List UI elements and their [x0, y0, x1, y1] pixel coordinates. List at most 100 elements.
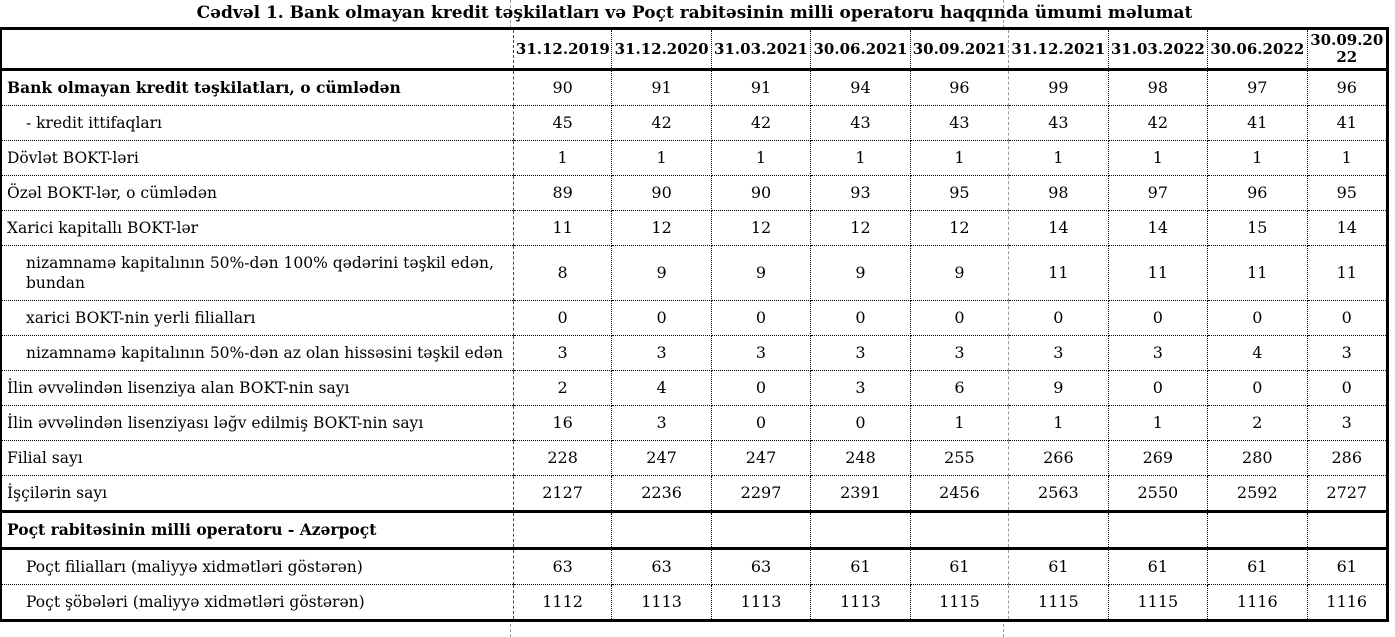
value-cell: 42: [1108, 105, 1209, 141]
value-cell: 97: [1207, 69, 1308, 106]
data-table: 31.12.2019 31.12.2020 31.03.2021 30.06.2021…: [0, 27, 1389, 622]
value-cell: 9: [810, 245, 911, 301]
value-cell: 63: [711, 548, 812, 585]
value-cell: 96: [1307, 69, 1389, 106]
value-cell: 8: [513, 245, 613, 301]
value-cell: 0: [810, 405, 911, 441]
value-cell: 280: [1207, 440, 1308, 476]
value-cell: 1115: [1108, 584, 1209, 621]
value-cell: 11: [1008, 245, 1109, 301]
value-cell: 0: [611, 300, 712, 336]
row-label: Poçt filialları (maliyyə xidmətləri göst…: [1, 548, 514, 585]
value-cell: 2391: [810, 475, 911, 512]
value-cell: 63: [611, 548, 712, 585]
value-cell: 1: [513, 140, 613, 176]
value-cell: 1115: [1008, 584, 1109, 621]
value-cell: 1112: [513, 584, 613, 621]
value-cell: 0: [1307, 370, 1389, 406]
value-cell: 1: [910, 140, 1010, 176]
value-cell: 0: [1108, 300, 1209, 336]
value-cell: 91: [611, 69, 712, 106]
row-label: nizamnamə kapitalının 50%-dən 100% qədər…: [1, 245, 514, 301]
row-label: - kredit ittifaqları: [1, 105, 514, 141]
value-cell: 6: [910, 370, 1010, 406]
value-cell: 3: [611, 335, 712, 371]
table-row: Bank olmayan kredit təşkilatları, o cüml…: [1, 69, 1389, 106]
value-cell: 1: [1008, 140, 1109, 176]
value-cell: 61: [910, 548, 1010, 585]
value-cell: 1: [611, 140, 712, 176]
value-cell: 11: [1307, 245, 1389, 301]
value-cell: 2297: [711, 475, 812, 512]
value-cell: 12: [810, 210, 911, 246]
value-cell: 0: [1307, 300, 1389, 336]
value-cell: 90: [513, 69, 613, 106]
table-row: nizamnamə kapitalının 50%-dən az olan hi…: [1, 335, 1389, 371]
value-cell: 2727: [1307, 475, 1389, 512]
value-cell: 248: [810, 440, 911, 476]
value-cell: 90: [711, 175, 812, 211]
value-cell: 3: [1307, 335, 1389, 371]
column-header: 31.12.2021: [1008, 28, 1109, 71]
value-cell: 266: [1008, 440, 1109, 476]
value-cell: 1: [1307, 140, 1389, 176]
table-row: Poçt filialları (maliyyə xidmətləri göst…: [1, 548, 1389, 585]
value-cell: 0: [513, 300, 613, 336]
value-cell: 43: [910, 105, 1010, 141]
value-cell: 61: [1108, 548, 1209, 585]
value-cell: 1: [1008, 405, 1109, 441]
value-cell: 1: [910, 405, 1010, 441]
table-row: Özəl BOKT-lər, o cümlədən 89 90 90 93 95 98 97 9…: [1, 175, 1389, 211]
value-cell: 16: [513, 405, 613, 441]
value-cell: 42: [611, 105, 712, 141]
value-cell: 228: [513, 440, 613, 476]
value-cell: [513, 510, 613, 550]
table-row: Poçt şöbələri (maliyyə xidmətləri göstər…: [1, 584, 1389, 621]
value-cell: 2456: [910, 475, 1010, 512]
value-cell: 3: [1008, 335, 1109, 371]
value-cell: 2: [513, 370, 613, 406]
value-cell: 269: [1108, 440, 1209, 476]
column-header: 30.09.2021: [910, 28, 1010, 71]
value-cell: 1115: [910, 584, 1010, 621]
value-cell: 4: [1207, 335, 1308, 371]
value-cell: 91: [711, 69, 812, 106]
column-header: 30.09.2022: [1307, 28, 1389, 71]
column-header: 31.03.2022: [1108, 28, 1209, 71]
value-cell: 14: [1307, 210, 1389, 246]
row-label: İlin əvvəlindən lisenziyası ləğv edilmiş…: [1, 405, 514, 441]
value-cell: 9: [910, 245, 1010, 301]
value-cell: 0: [1207, 300, 1308, 336]
value-cell: 43: [1008, 105, 1109, 141]
value-cell: 1: [711, 140, 812, 176]
table-row: Dövlət BOKT-ləri 1 1 1 1 1 1 1 1 1: [1, 140, 1389, 176]
value-cell: 0: [711, 300, 812, 336]
table-row: İşçilərin sayı 2127 2236 2297 2391 2456 2563 25…: [1, 475, 1389, 512]
column-header: 31.12.2019: [513, 28, 613, 71]
value-cell: 0: [810, 300, 911, 336]
corner-cell: [1, 28, 514, 71]
value-cell: 3: [1307, 405, 1389, 441]
value-cell: 255: [910, 440, 1010, 476]
table-row: Xarici kapitallı BOKT-lər 11 12 12 12 12 14 14 1…: [1, 210, 1389, 246]
value-cell: 11: [513, 210, 613, 246]
row-label: Bank olmayan kredit təşkilatları, o cüml…: [1, 69, 514, 106]
value-cell: 61: [1307, 548, 1389, 585]
value-cell: 12: [910, 210, 1010, 246]
value-cell: 4: [611, 370, 712, 406]
value-cell: 1116: [1207, 584, 1308, 621]
value-cell: 95: [1307, 175, 1389, 211]
column-header: 30.06.2022: [1207, 28, 1308, 71]
value-cell: [711, 510, 812, 550]
value-cell: 43: [810, 105, 911, 141]
value-cell: [611, 510, 712, 550]
value-cell: 99: [1008, 69, 1109, 106]
value-cell: 41: [1307, 105, 1389, 141]
value-cell: 96: [1207, 175, 1308, 211]
value-cell: 3: [910, 335, 1010, 371]
value-cell: 0: [1008, 300, 1109, 336]
row-label: Dövlət BOKT-ləri: [1, 140, 514, 176]
value-cell: 12: [611, 210, 712, 246]
column-header: 31.03.2021: [711, 28, 812, 71]
